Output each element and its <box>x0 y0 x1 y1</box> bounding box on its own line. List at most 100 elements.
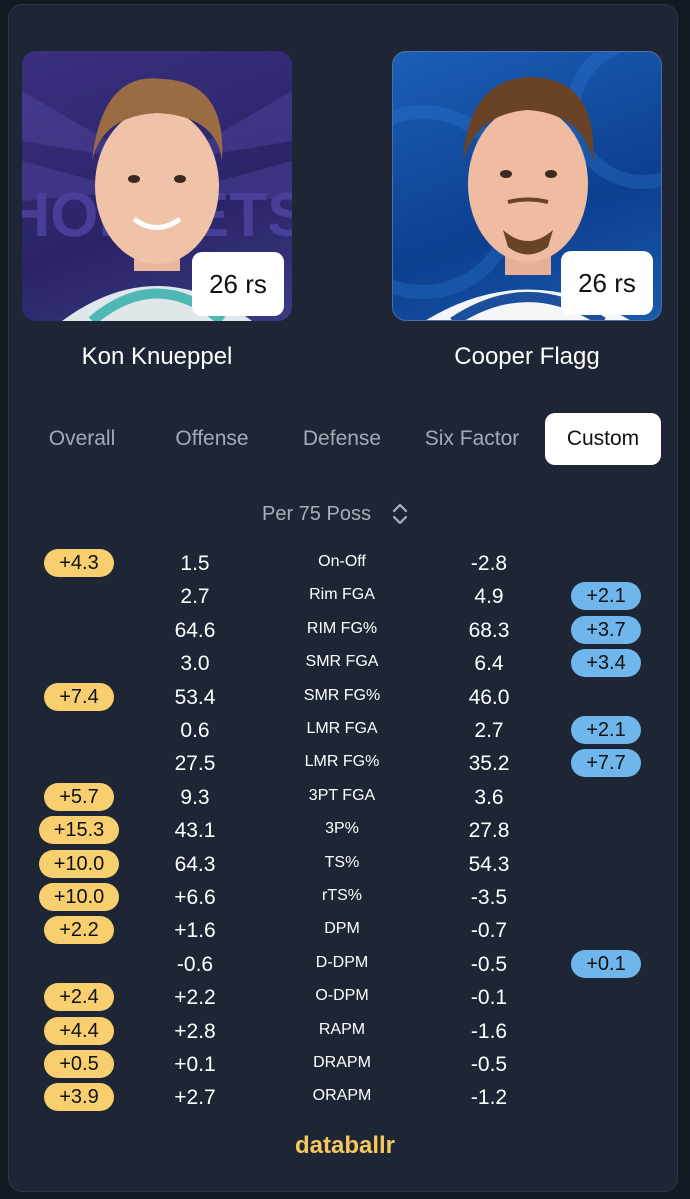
stat-value-right: -0.5 <box>470 952 508 976</box>
advantage-pill-left: +4.3 <box>44 549 114 577</box>
stat-value-left: 1.5 <box>180 552 210 575</box>
advantage-pill-left: +10.0 <box>39 883 119 911</box>
stat-value-left: 2.7 <box>180 585 210 609</box>
stat-row: +5.7 9.3 3PT FGA 3.6 <box>0 781 690 814</box>
stat-row: +0.5 +0.1 DRAPM -0.5 <box>0 1048 690 1081</box>
stat-row: 64.6 RIM FG% 68.3 +3.7 <box>0 614 690 647</box>
stat-row: +4.3 1.5 On-Off -2.8 <box>0 547 690 580</box>
stat-row: 0.6 LMR FGA 2.7 +2.1 <box>0 714 690 747</box>
stat-row: +2.2 +1.6 DPM -0.7 <box>0 914 690 947</box>
advantage-pill-left: +3.9 <box>44 1083 114 1112</box>
metric-label: rTS% <box>322 887 362 904</box>
advantage-pill-left: +10.0 <box>39 849 119 878</box>
stat-value-right: 6.4 <box>474 652 504 676</box>
chevron-up-down-icon <box>392 503 408 525</box>
stat-value-left: 3.0 <box>180 652 210 676</box>
stat-value-right: -1.2 <box>470 1086 508 1110</box>
player-photo-right[interactable]: 26 rs <box>392 51 662 321</box>
player-name-right[interactable]: Cooper Flagg <box>454 343 600 370</box>
stat-value-right: -0.5 <box>470 1053 508 1076</box>
category-tabs: Overall Offense Defense Six Factor Custo… <box>19 413 669 465</box>
advantage-pill-left: +4.4 <box>44 1016 114 1045</box>
stat-value-left: 53.4 <box>174 685 216 709</box>
stat-value-left: +1.6 <box>174 919 216 943</box>
metric-label: RAPM <box>318 1020 366 1038</box>
stat-row: +3.9 +2.7 ORAPM -1.2 <box>0 1081 690 1114</box>
tab-custom[interactable]: Custom <box>545 413 661 465</box>
tab-offense[interactable]: Offense <box>175 427 249 450</box>
stat-row: +15.3 43.1 3P% 27.8 <box>0 814 690 847</box>
metric-label: DPM <box>324 920 360 938</box>
stat-row: 27.5 LMR FG% 35.2 +7.7 <box>0 747 690 780</box>
metric-label: SMR FGA <box>305 653 379 671</box>
metric-label: SMR FG% <box>303 686 381 704</box>
advantage-pill-left: +15.3 <box>39 816 119 845</box>
stat-row: 3.0 SMR FGA 6.4 +3.4 <box>0 647 690 680</box>
advantage-pill-right: +0.1 <box>571 949 641 978</box>
stat-row: +4.4 +2.8 RAPM -1.6 <box>0 1015 690 1048</box>
advantage-pill-left: +7.4 <box>44 682 114 711</box>
stat-value-right: 3.6 <box>474 785 504 809</box>
metric-label: D-DPM <box>315 953 369 971</box>
metric-label: DRAPM <box>313 1054 371 1071</box>
metric-label: 3PT FGA <box>308 786 376 804</box>
advantage-pill-right: +2.1 <box>571 716 641 744</box>
stat-value-right: 2.7 <box>474 719 504 742</box>
sort-label: Per 75 Poss <box>262 502 371 525</box>
tab-overall[interactable]: Overall <box>48 427 116 450</box>
metric-label: RIM FG% <box>306 619 378 637</box>
stat-value-left: +2.2 <box>174 986 216 1010</box>
advantage-pill-left: +2.2 <box>44 916 114 945</box>
stat-value-right: 35.2 <box>468 752 510 776</box>
stat-value-left: 9.3 <box>180 785 210 809</box>
tab-defense[interactable]: Defense <box>302 427 382 450</box>
stat-value-left: 43.1 <box>174 819 216 843</box>
metric-label: On-Off <box>318 553 366 570</box>
stat-value-left: +6.6 <box>174 886 216 909</box>
advantage-pill-left: +5.7 <box>44 782 114 811</box>
advantage-pill-right: +7.7 <box>571 749 641 778</box>
metric-label: LMR FG% <box>304 753 380 771</box>
stat-value-right: 68.3 <box>468 618 510 642</box>
stat-row: +10.0 +6.6 rTS% -3.5 <box>0 881 690 914</box>
stat-value-right: 4.9 <box>474 585 504 609</box>
stat-value-right: 54.3 <box>468 852 510 876</box>
metric-label: ORAPM <box>312 1087 372 1105</box>
advantage-pill-right: +2.1 <box>571 582 641 611</box>
stat-value-left: 64.3 <box>174 852 216 876</box>
metric-label: 3P% <box>325 820 359 838</box>
player-name-left[interactable]: Kon Knueppel <box>81 343 233 370</box>
advantage-pill-right: +3.7 <box>571 615 641 644</box>
player-portrait-right <box>393 52 661 320</box>
metric-label: LMR FGA <box>306 720 378 737</box>
stat-value-left: 64.6 <box>174 618 216 642</box>
stat-row: -0.6 D-DPM -0.5 +0.1 <box>0 948 690 981</box>
advantage-pill-left: +0.5 <box>44 1050 114 1078</box>
tab-six-factor[interactable]: Six Factor <box>424 427 520 450</box>
stat-value-left: +2.7 <box>174 1086 216 1110</box>
games-badge-right: 26 rs <box>561 251 653 315</box>
stat-row: +7.4 53.4 SMR FG% 46.0 <box>0 681 690 714</box>
stat-value-left: 27.5 <box>174 752 216 776</box>
stat-value-left: -0.6 <box>176 952 214 976</box>
brand-logo: databallr <box>294 1132 396 1159</box>
per-possession-selector[interactable]: Per 75 Poss <box>262 500 409 528</box>
advantage-pill-left: +2.4 <box>44 983 114 1012</box>
stat-value-right: -2.8 <box>470 552 508 575</box>
stat-value-right: 46.0 <box>468 685 510 709</box>
games-badge-left: 26 rs <box>192 252 284 316</box>
stat-row: +10.0 64.3 TS% 54.3 <box>0 848 690 881</box>
metric-label: TS% <box>324 853 360 871</box>
stat-value-right: -0.1 <box>470 986 508 1010</box>
stat-value-left: 0.6 <box>180 719 210 742</box>
stat-value-right: 27.8 <box>468 819 510 843</box>
stat-row: 2.7 Rim FGA 4.9 +2.1 <box>0 580 690 613</box>
stat-value-right: -1.6 <box>470 1019 508 1043</box>
player-photo-left[interactable]: HORNETS 26 rs <box>22 51 292 321</box>
stat-value-left: +0.1 <box>174 1053 216 1076</box>
advantage-pill-right: +3.4 <box>571 649 641 678</box>
metric-label: Rim FGA <box>309 586 375 604</box>
stat-value-right: -3.5 <box>470 886 508 909</box>
stat-value-right: -0.7 <box>470 919 508 943</box>
metric-label: O-DPM <box>315 987 369 1005</box>
